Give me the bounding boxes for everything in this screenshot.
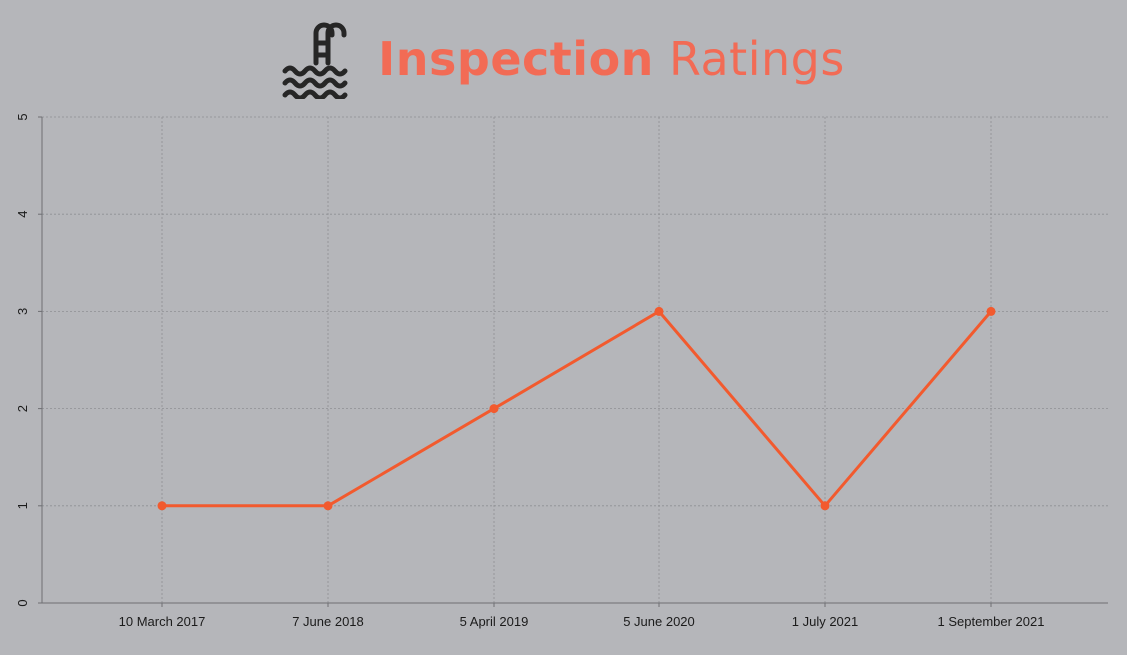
data-point	[157, 501, 167, 511]
series-line	[162, 309, 993, 508]
y-tick-label: 2	[15, 405, 30, 412]
chart-header: Inspection Ratings	[0, 14, 1127, 104]
x-tick-label: 7 June 2018	[292, 614, 364, 629]
y-tick-label: 1	[15, 502, 30, 509]
chart-title-light: Ratings	[669, 32, 845, 86]
y-tick-label: 0	[15, 599, 30, 606]
x-tick-label: 10 March 2017	[119, 614, 206, 629]
x-tick-label: 5 June 2020	[623, 614, 695, 629]
y-tick-labels: 0 1 2 3 4 5	[15, 113, 30, 606]
x-tick-label: 5 April 2019	[460, 614, 529, 629]
x-tick-label: 1 September 2021	[938, 614, 1045, 629]
series	[157, 306, 996, 511]
y-tick-label: 3	[15, 308, 30, 315]
data-point	[986, 306, 996, 316]
chart-title-bold: Inspection	[378, 32, 654, 86]
data-point	[820, 501, 830, 511]
data-point	[323, 501, 333, 511]
swimming-pool-icon	[282, 22, 348, 99]
data-point	[654, 306, 664, 316]
x-tick-label: 1 July 2021	[792, 614, 859, 629]
data-point	[489, 404, 499, 414]
chart-title: Inspection Ratings	[378, 32, 845, 86]
y-tick-label: 4	[15, 211, 30, 218]
axes	[38, 116, 1108, 607]
x-tick-labels: 10 March 2017 7 June 2018 5 April 2019 5 Ju…	[119, 614, 1045, 629]
y-tick-label: 5	[15, 113, 30, 120]
